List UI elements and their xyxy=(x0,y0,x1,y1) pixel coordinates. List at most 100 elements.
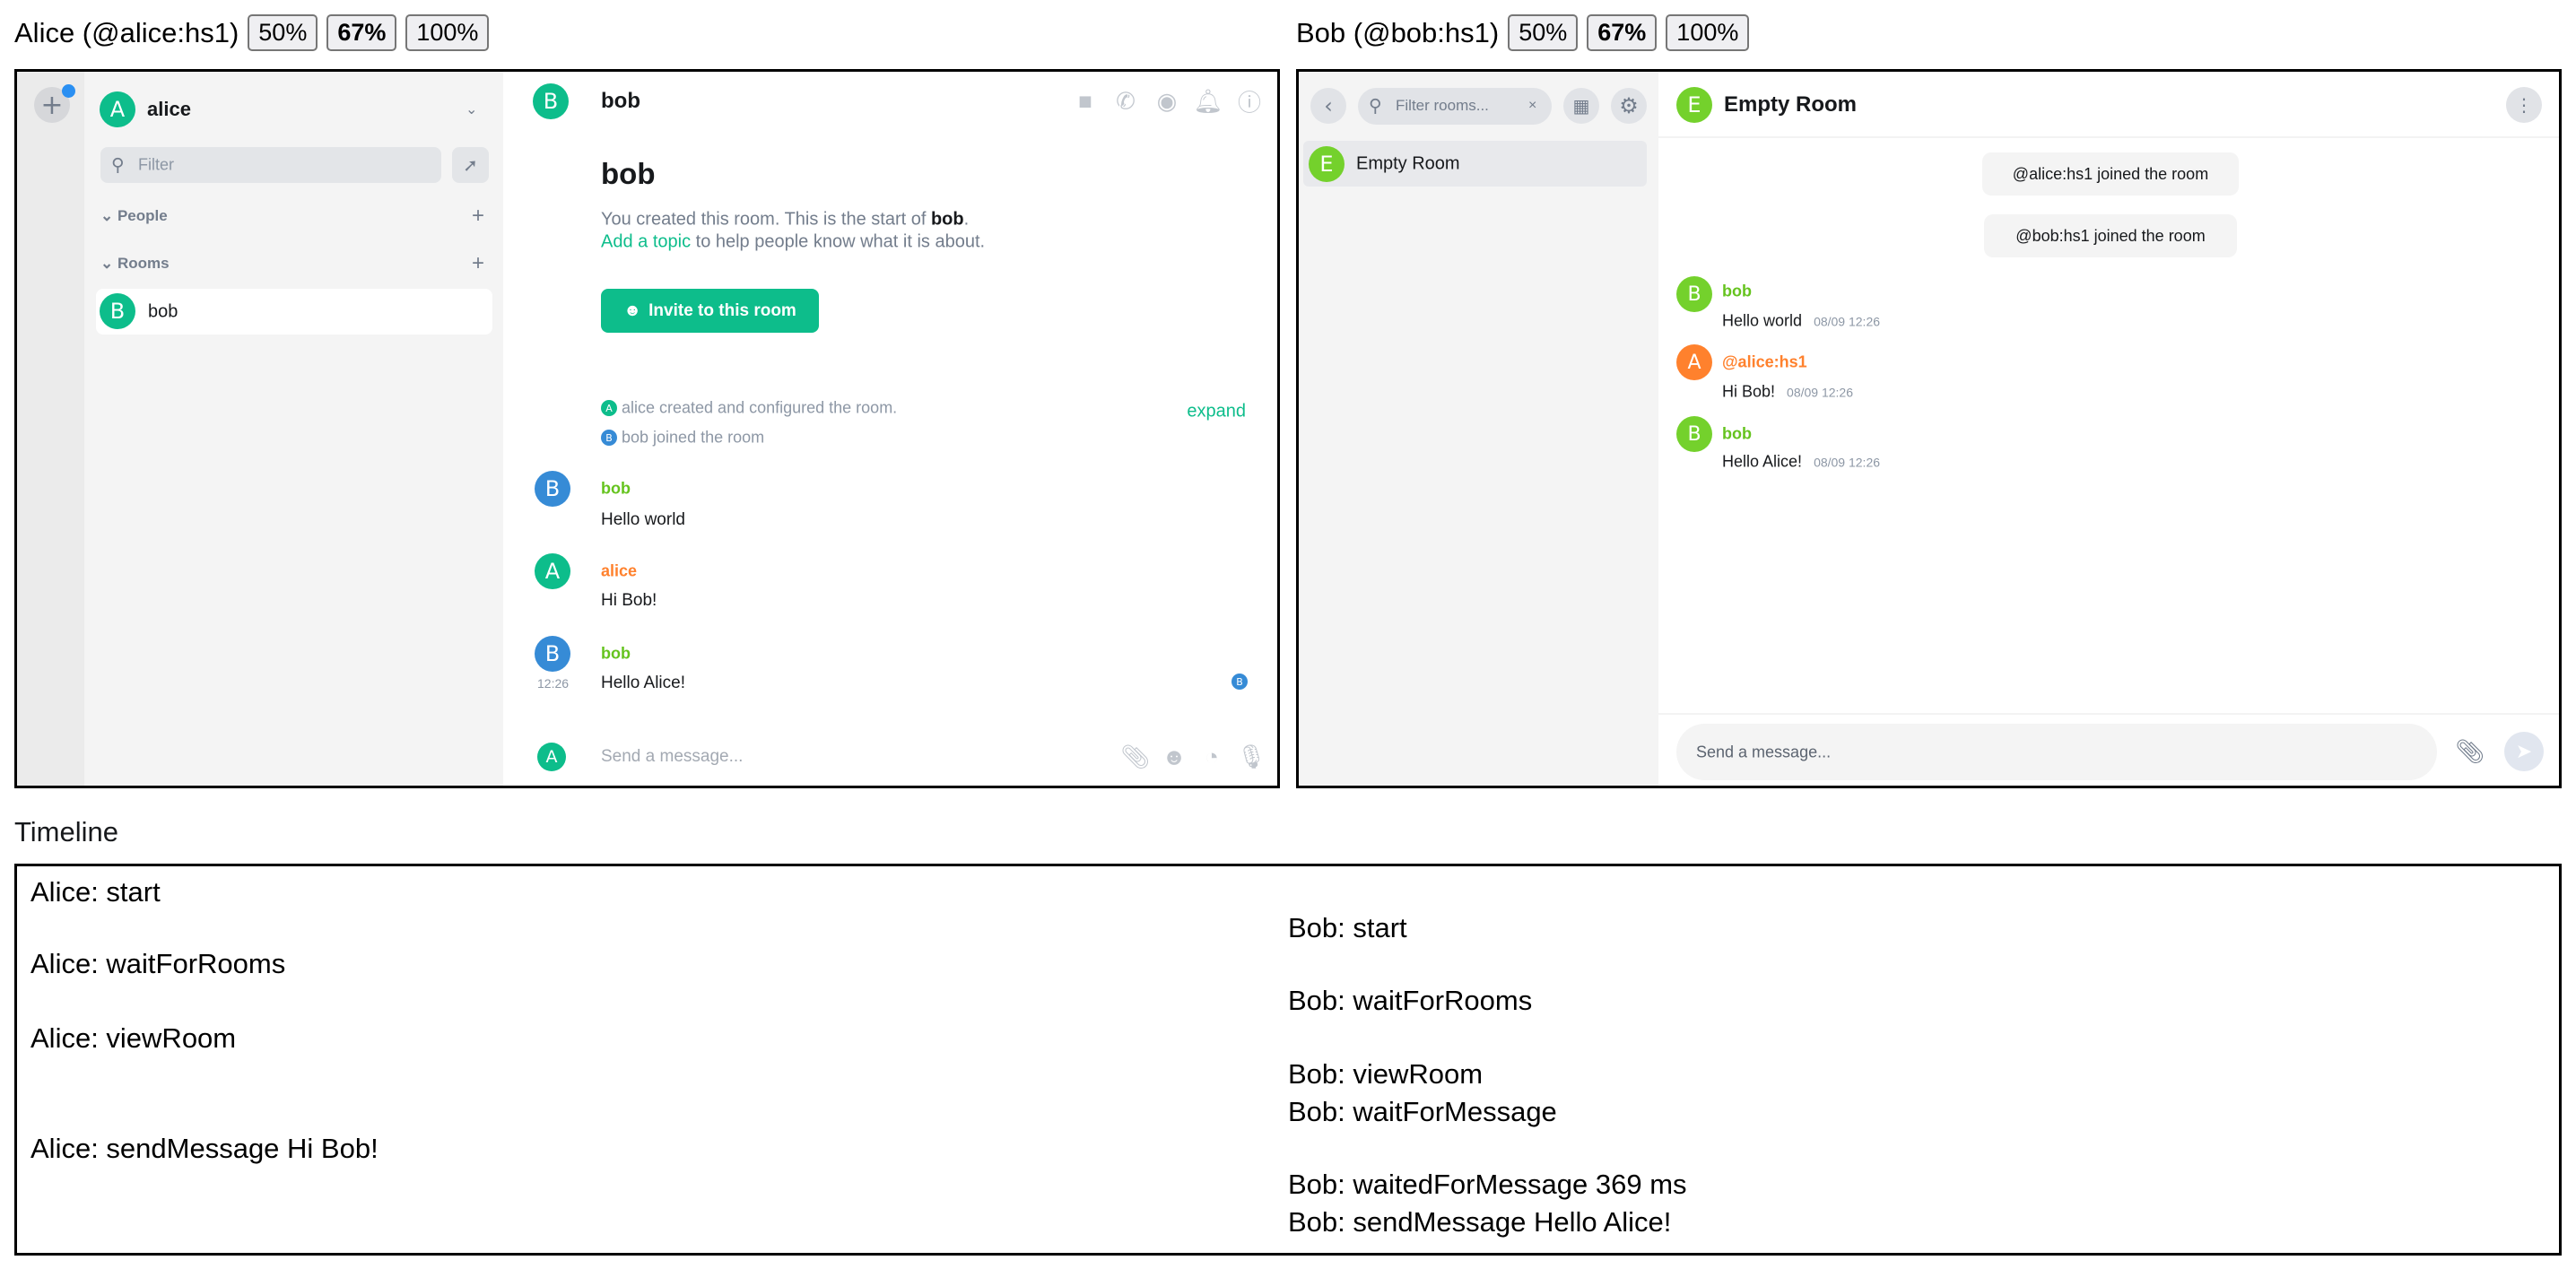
message-avatar[interactable]: B xyxy=(535,471,570,507)
message-row: Hi Bob! 08/09 12:26 xyxy=(1722,383,1853,402)
explore-rooms-icon[interactable]: ➚ xyxy=(452,147,489,183)
message-sender[interactable]: @alice:hs1 xyxy=(1722,352,1807,371)
message-row: Hello Alice! 08/09 12:26 xyxy=(1722,453,1880,472)
room-name: bob xyxy=(148,301,178,322)
bob-zoom-50[interactable]: 50% xyxy=(1508,14,1579,51)
emoji-icon[interactable]: ☻ xyxy=(1162,743,1187,770)
timeline-label: Timeline xyxy=(14,816,118,847)
section-people-label: People xyxy=(117,207,168,224)
intro-suffix: . xyxy=(963,209,970,230)
add-people-icon[interactable]: + xyxy=(472,204,485,228)
message-avatar[interactable]: A xyxy=(535,553,570,589)
search-icon[interactable]: ◉ xyxy=(1156,87,1178,115)
alice-client-frame: + A alice ⌄ ⚲ Filter ➚ ⌄ People + ⌄ Room… xyxy=(14,69,1280,788)
bob-zoom-100[interactable]: 100% xyxy=(1666,14,1750,51)
sticker-icon[interactable]: ◔ xyxy=(1205,743,1219,770)
add-topic-link[interactable]: Add a topic xyxy=(601,231,692,252)
bob-zoom-67[interactable]: 67% xyxy=(1587,14,1658,51)
invite-user-icon: ☻ xyxy=(623,300,642,320)
message-avatar[interactable]: B xyxy=(1676,276,1712,312)
message-sender[interactable]: bob xyxy=(1722,424,1752,443)
room-header-name[interactable]: bob xyxy=(601,89,640,113)
microphone-icon[interactable]: 🎙︎ xyxy=(1236,743,1266,770)
invite-button[interactable]: ☻ Invite to this room xyxy=(601,289,819,333)
section-rooms[interactable]: ⌄ Rooms xyxy=(100,255,170,272)
message-body: Hello Alice! xyxy=(1722,452,1803,471)
message-timestamp: 08/09 12:26 xyxy=(1814,455,1881,470)
message-sender[interactable]: bob xyxy=(1722,282,1752,300)
timeline-entry: Bob: viewRoom xyxy=(1288,1058,1484,1090)
message-avatar[interactable]: B xyxy=(535,636,570,672)
summary-line: alice created and configured the room. xyxy=(622,398,898,417)
timeline-entry: Alice: start xyxy=(30,876,161,908)
message-composer[interactable]: Send a message... xyxy=(1676,724,2437,780)
voice-call-icon[interactable]: ✆ xyxy=(1116,87,1136,115)
room-intro-title: bob xyxy=(601,157,656,190)
user-avatar[interactable]: A xyxy=(100,91,135,127)
message-body: Hello world xyxy=(601,510,685,529)
message-row: Hello world 08/09 12:26 xyxy=(1722,312,1880,331)
grid-icon[interactable]: ▦ xyxy=(1563,88,1599,124)
timeline-entry: Alice: waitForRooms xyxy=(30,948,286,979)
room-header-avatar[interactable]: E xyxy=(1676,87,1712,123)
send-icon[interactable]: ➤ xyxy=(2504,732,2544,771)
message-sender[interactable]: bob xyxy=(601,479,631,498)
gear-icon[interactable]: ⚙ xyxy=(1611,88,1647,124)
search-icon: ⚲ xyxy=(111,155,125,176)
room-list-panel xyxy=(1299,72,1658,786)
composer-divider xyxy=(1658,713,2559,715)
room-tile-empty-room[interactable]: E Empty Room xyxy=(1303,141,1647,187)
room-header-name[interactable]: Empty Room xyxy=(1724,92,1858,117)
message-composer[interactable]: Send a message... xyxy=(601,747,744,766)
room-header-avatar[interactable]: B xyxy=(533,83,569,119)
summary-avatar: A xyxy=(601,400,617,416)
info-icon[interactable]: ⓘ xyxy=(1237,89,1262,117)
message-sender[interactable]: alice xyxy=(601,561,638,580)
bell-icon[interactable]: 🔔︎ xyxy=(1193,87,1223,115)
paperclip-icon[interactable]: 📎︎ xyxy=(2455,737,2485,765)
alice-zoom-50[interactable]: 50% xyxy=(248,14,318,51)
membership-event: @bob:hs1 joined the room xyxy=(1984,214,2237,257)
message-body: Hi Bob! xyxy=(601,591,657,610)
alice-zoom-100[interactable]: 100% xyxy=(405,14,490,51)
message-timestamp: 08/09 12:26 xyxy=(1814,314,1881,329)
filter-input[interactable]: ⚲ Filter xyxy=(100,147,441,183)
filter-placeholder: Filter xyxy=(138,155,174,174)
room-intro-text: You created this room. This is the start… xyxy=(601,210,969,230)
notification-dot xyxy=(62,84,75,98)
user-menu-name[interactable]: alice xyxy=(147,98,191,120)
video-call-icon[interactable]: ■ xyxy=(1078,87,1092,115)
alice-client-label: Alice (@alice:hs1) xyxy=(14,16,239,48)
paperclip-icon[interactable]: 📎︎ xyxy=(1120,743,1151,770)
clear-icon[interactable]: × xyxy=(1528,98,1537,113)
summary-avatar: B xyxy=(601,430,617,446)
membership-event: @alice:hs1 joined the room xyxy=(1982,152,2239,196)
timeline-entry: Bob: sendMessage Hello Alice! xyxy=(1288,1206,1672,1238)
composer-avatar: A xyxy=(537,743,566,771)
intro-room-name: bob xyxy=(930,209,964,230)
room-tile-bob[interactable]: B bob xyxy=(96,289,492,335)
alice-zoom-67[interactable]: 67% xyxy=(326,14,397,51)
timeline-entry: Bob: waitedForMessage 369 ms xyxy=(1288,1169,1687,1200)
message-sender[interactable]: bob xyxy=(601,644,631,663)
message-avatar[interactable]: B xyxy=(1676,416,1712,452)
composer-placeholder: Send a message... xyxy=(1696,743,1832,761)
space-panel xyxy=(17,72,84,786)
expand-link[interactable]: expand xyxy=(1187,401,1246,422)
message-body: Hello Alice! xyxy=(601,674,685,692)
message-avatar[interactable]: A xyxy=(1676,344,1712,380)
kebab-menu-icon[interactable]: ⋮ xyxy=(2506,87,2542,123)
back-icon[interactable]: ‹ xyxy=(1310,88,1346,124)
read-receipt[interactable]: B xyxy=(1231,674,1248,690)
invite-label: Invite to this room xyxy=(648,300,796,320)
message-timestamp: 12:26 xyxy=(537,676,570,691)
section-people[interactable]: ⌄ People xyxy=(100,207,168,224)
message-body: Hello world xyxy=(1722,311,1803,330)
filter-rooms-input[interactable]: ⚲ Filter rooms... × xyxy=(1358,88,1552,125)
room-avatar: E xyxy=(1309,146,1345,182)
timeline-entry: Alice: viewRoom xyxy=(30,1022,237,1054)
add-room-icon[interactable]: + xyxy=(472,251,485,275)
timeline-box xyxy=(14,864,2562,1256)
timeline-entry: Alice: sendMessage Hi Bob! xyxy=(30,1133,379,1164)
chevron-down-icon[interactable]: ⌄ xyxy=(466,102,478,117)
